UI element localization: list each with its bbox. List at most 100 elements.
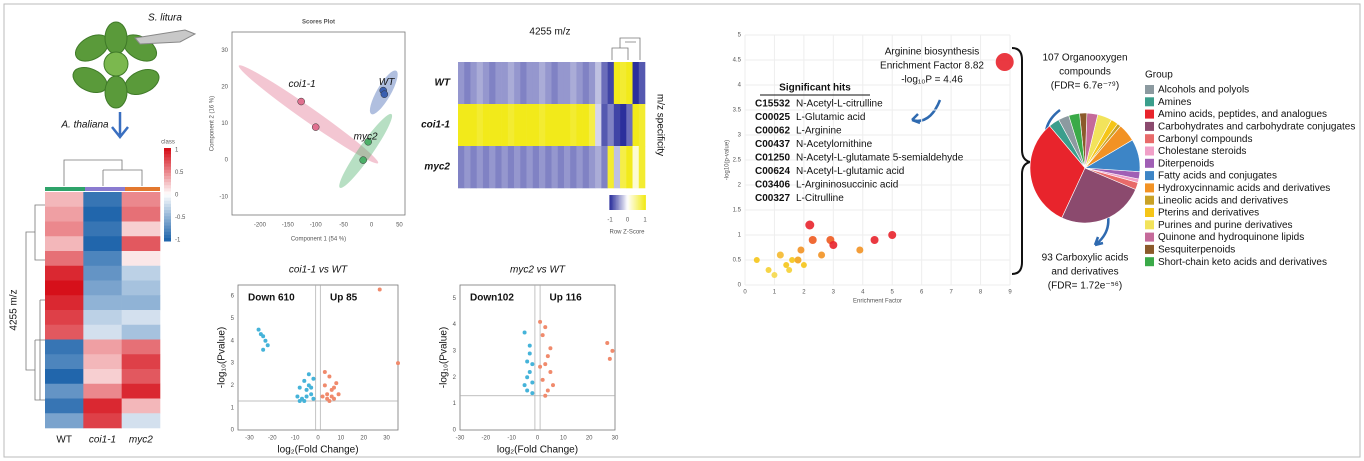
legend-tick: -1 — [607, 218, 613, 224]
hit-id: C03406 — [755, 180, 790, 191]
enrichment-point — [789, 257, 796, 263]
heatmap-cell — [121, 221, 161, 237]
x-tick-label: 5 — [891, 290, 895, 296]
legend-label: Fatty acids and conjugates — [1158, 171, 1277, 182]
heatmap-cell — [121, 383, 161, 399]
heatmap-cell — [551, 104, 559, 147]
heatmap-cell — [588, 146, 596, 189]
x-tick-label: 2 — [802, 290, 806, 296]
volcano-point — [545, 354, 550, 359]
enrichment-point — [786, 267, 793, 273]
heatmap-cell — [83, 265, 122, 281]
y-tick-label: 5 — [453, 296, 457, 302]
enrichment-point — [794, 256, 802, 264]
legend-swatch — [164, 169, 171, 174]
legend-swatch — [164, 175, 171, 180]
pie-annotation: and derivatives — [1051, 267, 1118, 278]
volcano-point — [527, 351, 532, 356]
heatmap-cell — [607, 62, 615, 105]
heatmap-cell — [45, 265, 84, 281]
legend-swatch — [164, 166, 171, 171]
annotation: Up 85 — [330, 293, 358, 304]
heatmap-cell — [83, 206, 122, 222]
legend-swatch — [610, 195, 613, 210]
heatmap-cell — [507, 146, 515, 189]
heatmap-cell — [507, 62, 515, 105]
y-tick-label: 3 — [453, 348, 457, 354]
heatmap-cell — [121, 236, 161, 252]
heatmap-cell — [638, 104, 646, 147]
hit-name: L-Citrulline — [796, 193, 844, 204]
enrichment-point — [870, 236, 879, 244]
hit-id: C00025 — [755, 112, 790, 123]
legend-swatch — [613, 195, 615, 210]
chart-title: Scores Plot — [302, 20, 335, 26]
y-tick-label: 3.5 — [733, 108, 742, 114]
heatmap-cell — [632, 62, 640, 105]
volcano-point — [530, 391, 535, 396]
arrow — [911, 99, 942, 125]
legend-swatch — [638, 195, 640, 210]
legend-swatch — [623, 195, 626, 210]
x-tick-label: -10 — [291, 436, 300, 442]
legend-swatch — [164, 154, 171, 158]
heatmap-cell — [464, 104, 471, 147]
volcano-point — [538, 319, 543, 324]
heatmap-cell — [83, 221, 122, 237]
heatmap-cell — [45, 310, 84, 326]
volcano-point — [530, 362, 535, 367]
heatmap-cell — [626, 62, 633, 105]
legend-swatch — [164, 160, 171, 164]
x-axis-label: log₂(Fold Change) — [277, 445, 358, 456]
heatmap-cell — [482, 62, 490, 105]
heatmap-cell — [45, 221, 84, 237]
plot-frame — [231, 31, 406, 216]
dendrogram — [611, 37, 641, 60]
x-tick-label: 6 — [920, 290, 924, 296]
legend-swatch — [164, 163, 171, 168]
heatmap-cell — [570, 146, 577, 189]
heatmap-cell — [83, 398, 122, 414]
legend-swatch — [164, 228, 171, 233]
heatmap-cell — [45, 192, 84, 208]
heatmap-cell — [626, 146, 633, 189]
volcano-point — [396, 361, 400, 366]
legend-swatch — [164, 197, 171, 202]
legend-label: Amino acids, peptides, and analogues — [1158, 109, 1327, 120]
volcano-point — [543, 362, 548, 367]
volcano-point — [311, 396, 316, 401]
group-label: myc2 — [354, 132, 378, 143]
enrichment-point — [753, 257, 760, 263]
x-tick-label: -150 — [282, 223, 295, 229]
legend-swatch — [617, 195, 620, 210]
heatmap-cell — [557, 146, 565, 189]
legend-title: Row Z-Score — [609, 230, 645, 236]
heatmap-cell — [45, 369, 84, 385]
heatmap-cell — [526, 62, 534, 105]
legend-swatch — [1145, 183, 1154, 193]
heatmap-cell — [613, 146, 621, 189]
heatmap-cell — [476, 146, 484, 189]
heatmap-cell — [576, 146, 583, 189]
legend-swatch — [1145, 257, 1154, 267]
heatmap-cell — [121, 251, 161, 267]
heatmap-cell — [83, 310, 122, 326]
legend-swatch — [164, 231, 171, 236]
hit-name: N-Acetyl-L-glutamic acid — [796, 166, 904, 177]
legend-swatch — [1145, 158, 1154, 168]
heatmap-cell — [458, 104, 465, 147]
legend-swatch — [620, 195, 622, 210]
volcano-point — [605, 341, 610, 345]
x-tick-label: 30 — [383, 436, 390, 442]
legend-swatch — [164, 213, 171, 217]
x-tick-label: -20 — [481, 436, 490, 442]
x-tick-label: 10 — [560, 436, 567, 442]
heatmap-cell — [489, 146, 496, 189]
y-tick-label: 2 — [453, 375, 457, 381]
y-tick-label: 5 — [738, 33, 742, 39]
legend-label: Lineolic acids and derivatives — [1158, 195, 1288, 206]
heatmap-cell — [520, 104, 527, 147]
hit-name: N-Acetylornithine — [796, 139, 873, 150]
legend-label: Purines and purine derivatives — [1158, 220, 1293, 231]
